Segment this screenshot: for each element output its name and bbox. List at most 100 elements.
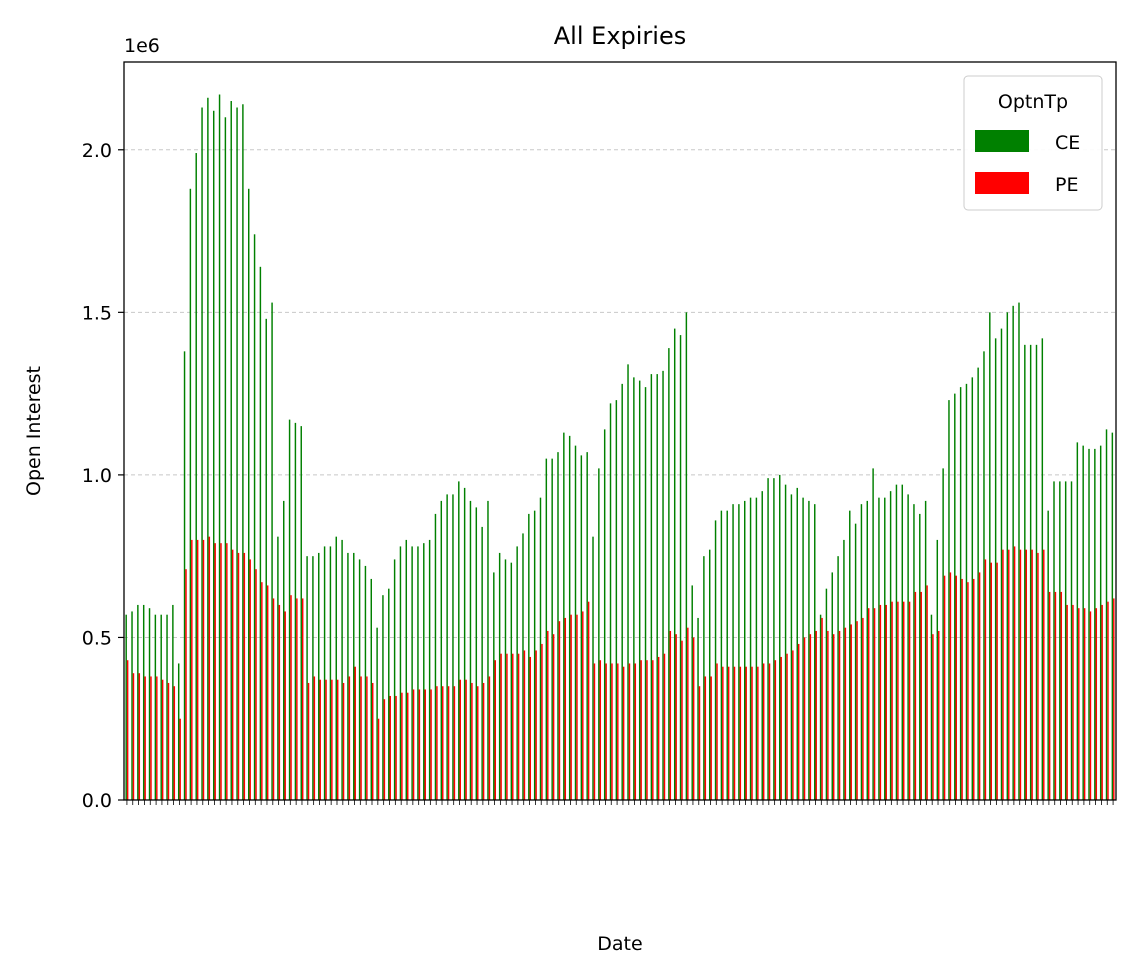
bar-pe bbox=[687, 627, 689, 800]
bar-pe bbox=[640, 660, 642, 800]
bar-ce bbox=[1035, 344, 1038, 800]
bar-ce bbox=[364, 565, 367, 800]
bar-ce bbox=[218, 94, 221, 801]
bar-ce bbox=[860, 504, 863, 800]
bar-pe bbox=[523, 650, 526, 800]
bar-pe bbox=[430, 689, 432, 800]
bar-pe bbox=[266, 585, 269, 800]
bar-pe bbox=[727, 666, 730, 800]
bar-ce bbox=[388, 588, 390, 800]
bar-ce bbox=[300, 426, 302, 800]
bar-ce bbox=[673, 328, 676, 800]
bar-ce bbox=[411, 546, 413, 800]
bar-ce bbox=[207, 97, 209, 801]
bar-pe bbox=[984, 559, 987, 800]
y-tick-label: 1.5 bbox=[82, 302, 112, 324]
bar-pe bbox=[786, 653, 788, 800]
bar-pe bbox=[488, 676, 491, 800]
y-tick-label: 1.0 bbox=[82, 465, 112, 487]
bar-pe bbox=[249, 559, 251, 800]
bar-pe bbox=[1054, 591, 1057, 800]
bar-ce bbox=[749, 497, 752, 800]
bar-pe bbox=[938, 630, 940, 800]
bar-ce bbox=[615, 400, 618, 800]
bar-pe bbox=[873, 608, 876, 800]
bar-ce bbox=[475, 507, 478, 800]
legend-swatch-ce bbox=[975, 130, 1029, 152]
bar-pe bbox=[973, 578, 975, 800]
bar-pe bbox=[792, 650, 794, 800]
bar-ce bbox=[913, 504, 915, 800]
y-axis-ticks: 0.0 0.5 1.0 1.5 2.0 bbox=[82, 140, 124, 812]
bar-pe bbox=[185, 569, 187, 800]
bar-ce bbox=[843, 539, 845, 800]
bar-ce bbox=[884, 497, 886, 800]
bar-ce bbox=[1064, 481, 1067, 800]
bar-ce bbox=[481, 526, 483, 800]
bar-pe bbox=[167, 682, 170, 800]
bar-ce bbox=[522, 533, 524, 800]
bar-pe bbox=[237, 552, 240, 800]
bar-ce bbox=[609, 403, 612, 800]
bar-pe bbox=[477, 686, 479, 800]
bar-ce bbox=[545, 458, 548, 800]
bar-pe bbox=[739, 666, 742, 800]
bar-ce bbox=[539, 497, 542, 800]
bar-pe bbox=[1002, 549, 1004, 800]
bar-pe bbox=[774, 660, 777, 800]
y-axis-label: Open Interest bbox=[23, 366, 45, 496]
bar-pe bbox=[552, 634, 555, 800]
bar-ce bbox=[633, 377, 635, 800]
bar-pe bbox=[412, 689, 415, 800]
bar-pe bbox=[395, 695, 397, 800]
bar-pe bbox=[832, 634, 835, 800]
bar-ce bbox=[1029, 344, 1032, 800]
bar-ce bbox=[551, 458, 553, 800]
bar-ce bbox=[1000, 328, 1003, 800]
bar-ce bbox=[469, 500, 472, 800]
bar-pe bbox=[255, 569, 257, 800]
bar-ce bbox=[487, 500, 489, 800]
bar-ce bbox=[662, 370, 664, 800]
bar-pe bbox=[1019, 549, 1022, 800]
bar-ce bbox=[1047, 510, 1049, 800]
x-axis-label: Date bbox=[597, 933, 642, 955]
bar-ce bbox=[1070, 481, 1073, 800]
bar-pe bbox=[733, 666, 736, 800]
bar-pe bbox=[156, 676, 158, 800]
bar-pe bbox=[920, 591, 922, 800]
bar-ce bbox=[399, 546, 402, 800]
bar-ce bbox=[638, 380, 641, 800]
bar-pe bbox=[313, 676, 316, 800]
bar-ce bbox=[493, 572, 495, 800]
bar-pe bbox=[191, 539, 193, 800]
bar-ce bbox=[1012, 305, 1014, 800]
bar-pe bbox=[132, 673, 135, 800]
bar-ce bbox=[854, 523, 857, 800]
bar-ce bbox=[837, 556, 839, 800]
legend-label-ce: CE bbox=[1055, 132, 1080, 154]
bar-pe bbox=[599, 660, 602, 800]
bar-pe bbox=[652, 660, 654, 800]
bar-pe bbox=[675, 634, 677, 800]
bar-pe bbox=[161, 679, 164, 800]
bar-pe bbox=[512, 653, 514, 800]
bar-ce bbox=[697, 617, 699, 800]
legend-title: OptnTp bbox=[998, 91, 1068, 113]
bar-ce bbox=[994, 338, 997, 800]
bar-pe bbox=[202, 539, 205, 800]
bar-ce bbox=[131, 611, 133, 800]
bar-ce bbox=[183, 351, 186, 800]
bar-ce bbox=[732, 504, 734, 800]
bar-ce bbox=[948, 400, 950, 800]
bar-ce bbox=[236, 107, 238, 800]
bar-ce bbox=[1018, 302, 1020, 800]
bar-pe bbox=[809, 634, 812, 800]
bar-ce bbox=[382, 595, 384, 800]
bar-pe bbox=[593, 663, 596, 800]
bar-pe bbox=[459, 679, 461, 800]
bar-ce bbox=[294, 422, 297, 800]
bar-pe bbox=[850, 624, 852, 800]
bar-ce bbox=[568, 435, 571, 800]
bar-ce bbox=[621, 383, 623, 800]
